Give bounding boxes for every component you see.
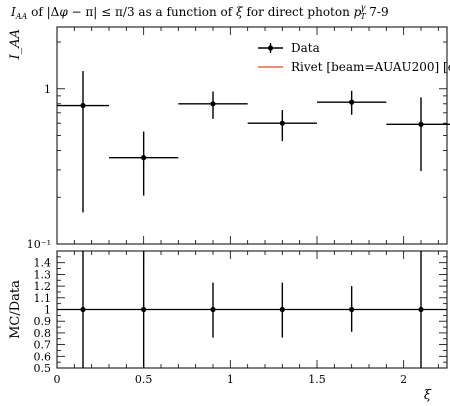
title-part: of |Δ <box>27 5 59 19</box>
y-tick-label-ratio: 0.7 <box>34 339 52 352</box>
y-tick-label-ratio: 0.5 <box>34 362 52 375</box>
x-axis-label: ξ <box>424 388 432 403</box>
title-part: AA <box>15 12 28 21</box>
legend-label-data: Data <box>291 41 320 55</box>
x-tick-label: 1.5 <box>308 373 326 386</box>
data-point-main <box>210 101 216 107</box>
y-tick-label-ratio: 1.3 <box>34 268 52 281</box>
data-point-main <box>349 99 355 105</box>
y-tick-label-ratio: 1.4 <box>34 257 52 270</box>
data-point-main <box>418 121 424 127</box>
y-axis-label-ratio: MC/Data <box>8 280 23 339</box>
title-part: I <box>10 5 16 19</box>
y-tick-label-ratio: 0.6 <box>34 350 52 363</box>
legend-marker-data <box>267 45 274 51</box>
data-point-ratio <box>80 306 86 313</box>
data-point-ratio <box>210 306 216 313</box>
y-tick-label-ratio: 0.9 <box>34 315 52 328</box>
title-part: 7-9 <box>365 5 388 19</box>
y-tick-label-ratio: 1.1 <box>34 292 52 305</box>
title-part: for direct photon <box>243 5 354 19</box>
y-tick-label-ratio: 0.8 <box>34 327 52 340</box>
y-axis-label-main: I_AA <box>8 29 23 60</box>
data-point-ratio <box>349 306 355 313</box>
title-part: T <box>360 12 366 21</box>
legend-label-rivet: Rivet [beam=AUAU200] [c <box>291 60 450 74</box>
data-point-ratio <box>141 306 147 313</box>
title-part: p <box>354 5 362 19</box>
y-tick-label-ratio: 1.2 <box>34 280 52 293</box>
x-tick-label: 0 <box>54 373 61 386</box>
chart-title: IAA of |Δφ − π| ≤ π/3 as a function of ξ… <box>10 3 389 21</box>
title-part: − π| ≤ π/3 as a function of <box>68 5 236 19</box>
x-tick-label: 2 <box>400 373 407 386</box>
data-point-main <box>141 155 147 161</box>
x-tick-label: 0.5 <box>135 373 153 386</box>
x-tick-label: 1 <box>227 373 234 386</box>
data-point-main <box>80 102 86 109</box>
title-part: φ <box>59 5 68 19</box>
y-tick-label-ratio: 1 <box>44 304 51 317</box>
title-part: ξ <box>236 5 244 19</box>
data-point-main <box>279 120 285 126</box>
data-point-ratio <box>279 306 285 313</box>
y-tick-label-main: 10⁻¹ <box>27 238 51 251</box>
y-tick-label-main: 1 <box>44 83 51 96</box>
data-point-ratio <box>418 306 424 313</box>
title-part: γ <box>361 3 366 12</box>
